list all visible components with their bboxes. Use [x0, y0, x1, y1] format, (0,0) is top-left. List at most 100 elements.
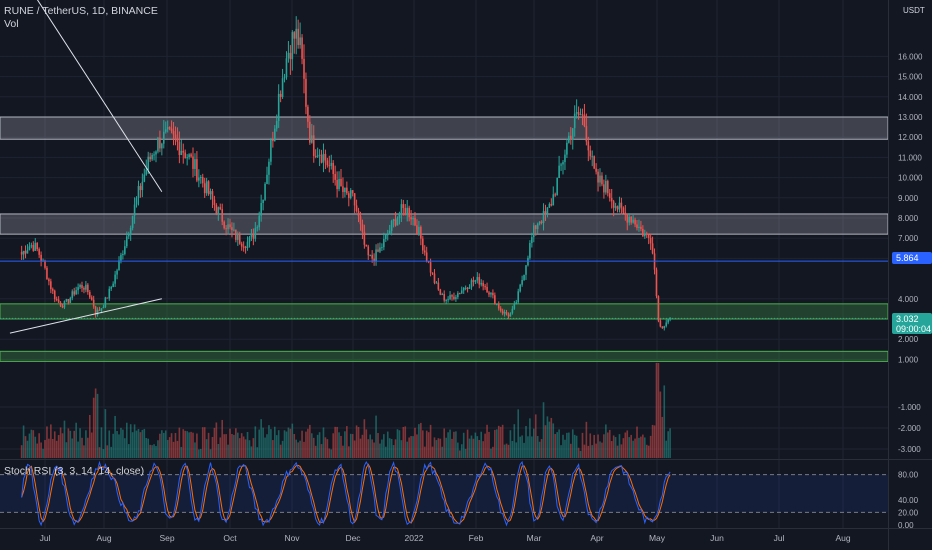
candle-body: [48, 279, 50, 282]
price-tick-label: 16.000: [898, 52, 923, 61]
stoch-tick-label: 0.00: [898, 521, 914, 530]
volume-bar: [583, 444, 586, 458]
stoch-rsi-label[interactable]: Stoch RSI (3, 3, 14, 14, close): [4, 465, 145, 477]
volume-bar: [209, 449, 212, 458]
candle-body: [575, 112, 578, 114]
candle-body: [149, 156, 151, 160]
candle-body: [420, 226, 422, 239]
price-tick-label: -3.000: [898, 445, 921, 454]
candle-body: [238, 233, 241, 244]
volume-bar: [367, 439, 370, 458]
volume-bar: [51, 438, 54, 458]
volume-bar: [638, 437, 640, 458]
volume-bar: [642, 434, 644, 458]
candle-body: [538, 221, 541, 224]
candle-body: [554, 194, 557, 196]
candle-body: [546, 207, 549, 214]
candle-body: [122, 253, 124, 255]
candle-body: [603, 184, 605, 193]
volume-bar: [451, 438, 453, 458]
volume-bar: [114, 415, 116, 458]
candle-body: [96, 309, 99, 315]
symbol-title[interactable]: RUNE / TetherUS, 1D, BINANCE: [4, 5, 158, 17]
volume-bar: [371, 439, 373, 458]
volume-bar: [560, 445, 562, 458]
volume-bar: [164, 430, 167, 458]
candle-body: [443, 294, 446, 301]
volume-bar: [215, 422, 218, 458]
candle-body: [205, 181, 208, 194]
volume-bar: [386, 431, 389, 458]
candle-body: [579, 114, 582, 116]
candle-body: [608, 193, 611, 198]
volume-bar: [375, 415, 377, 458]
volume-bar: [281, 440, 284, 458]
candle-body: [223, 221, 225, 229]
candle-body: [566, 142, 568, 155]
candle-body: [375, 249, 377, 262]
candle-body: [297, 28, 299, 45]
volume-bar: [624, 432, 627, 458]
candle-body: [242, 246, 245, 248]
candle-body: [663, 326, 666, 329]
candle-body: [630, 216, 632, 223]
volume-bar: [651, 424, 654, 458]
volume-bar: [472, 438, 475, 458]
volume-bar: [550, 417, 553, 458]
volume-bar: [221, 419, 224, 458]
candle-body: [225, 228, 227, 230]
volume-bar: [546, 416, 549, 458]
candle-body: [244, 246, 247, 248]
candle-body: [328, 165, 331, 167]
volume-bar: [291, 423, 294, 458]
candle-body: [531, 237, 533, 244]
candle-body: [437, 282, 440, 290]
volume-bar: [186, 431, 188, 458]
time-tick-label: Mar: [527, 533, 542, 543]
zone-support: [0, 350, 889, 362]
volume-bar: [20, 445, 23, 458]
candle-body: [75, 290, 77, 295]
volume-bar: [135, 430, 138, 458]
candle-body: [178, 141, 181, 156]
volume-bar: [240, 433, 243, 458]
candle-body: [638, 226, 640, 228]
volume-bar: [513, 424, 516, 458]
candle-body: [270, 139, 272, 162]
volume-bar: [24, 436, 27, 458]
volume-bar: [244, 439, 247, 458]
candle-body: [519, 284, 521, 292]
candle-body: [98, 309, 101, 311]
candle-body: [624, 212, 627, 215]
volume-bar: [628, 437, 631, 458]
volume-label[interactable]: Vol: [4, 18, 19, 30]
candle-body: [227, 224, 229, 230]
candle-body: [229, 224, 231, 228]
price-tick-label: 14.000: [898, 93, 923, 102]
volume-bar: [110, 446, 113, 458]
candle-body: [258, 215, 261, 228]
price-tick-label: 4.000: [898, 295, 919, 304]
time-tick-label: Aug: [835, 533, 850, 543]
volume-bar: [149, 444, 151, 458]
candle-body: [361, 224, 364, 232]
candle-body: [273, 128, 276, 142]
candle-body: [231, 227, 233, 231]
candle-body: [363, 231, 366, 245]
volume-bar: [540, 439, 543, 458]
volume-bar: [229, 428, 231, 458]
volume-bar: [554, 434, 557, 458]
trendline-descending: [36, 0, 163, 193]
time-tick-label: Apr: [590, 533, 603, 543]
candle-body: [492, 292, 494, 296]
volume-bar: [497, 425, 500, 458]
volume-bar: [227, 444, 229, 458]
candle-body: [433, 273, 436, 283]
candle-body: [505, 312, 508, 315]
volume-bar: [297, 442, 299, 458]
candle-body: [118, 260, 120, 271]
volume-bar: [102, 448, 105, 458]
volume-bar: [534, 414, 537, 458]
volume-bar: [254, 426, 257, 458]
